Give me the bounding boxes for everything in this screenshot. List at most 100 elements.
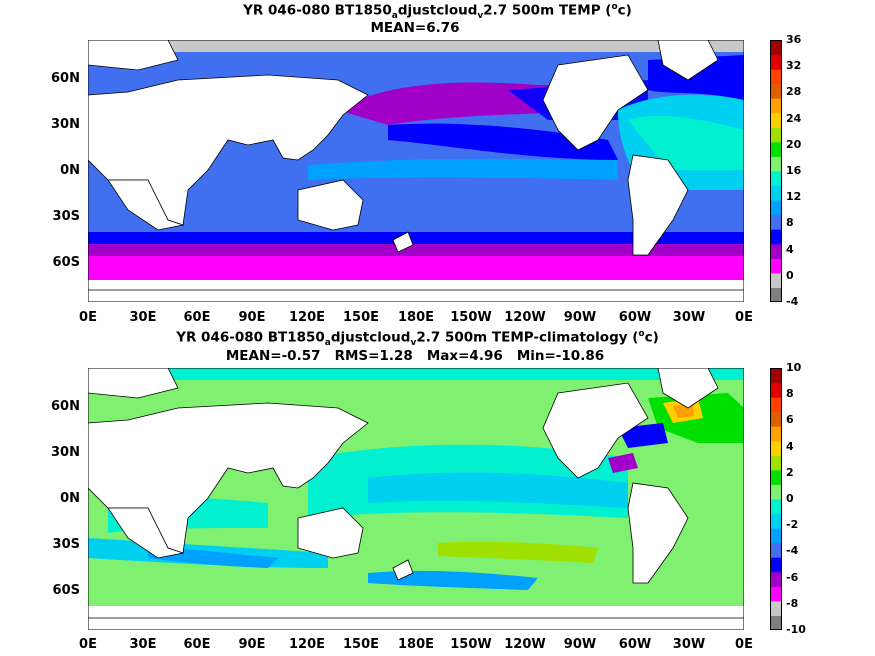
colorbar-segment [770, 571, 782, 587]
lon-label: 60W [618, 637, 652, 652]
lon-label: 90W [563, 637, 597, 652]
colorbar-segment [770, 469, 782, 485]
lat-label: 30S [52, 537, 80, 552]
lon-label: 0E [735, 310, 753, 325]
colorbar-tick-label: -2 [786, 518, 799, 532]
lon-label: 30E [129, 637, 157, 652]
colorbar-segment [770, 287, 782, 302]
lon-label: 0E [79, 637, 97, 652]
colorbar-segment [770, 368, 782, 384]
lon-label: 90E [238, 637, 266, 652]
lat-label: 60S [52, 255, 80, 270]
panel1-mean: MEAN=6.76 [370, 20, 460, 36]
colorbar-tick-label: 0 [786, 492, 794, 505]
colorbar-tick-label: 16 [786, 164, 802, 177]
lon-label: 60E [183, 310, 211, 325]
lon-label: 0E [79, 310, 97, 325]
panel2-colorbar [770, 368, 782, 630]
colorbar-segment [770, 171, 782, 187]
colorbar-segment [770, 426, 782, 442]
lon-label: 150W [450, 310, 492, 325]
colorbar-segment [770, 127, 782, 143]
colorbar-segment [770, 411, 782, 427]
colorbar-segment [770, 40, 782, 56]
colorbar-segment [770, 440, 782, 456]
lon-label: 150W [450, 637, 492, 652]
lon-label: 120E [288, 637, 326, 652]
colorbar-segment [770, 156, 782, 172]
colorbar-segment [770, 455, 782, 471]
colorbar-tick-label: -4 [786, 295, 799, 308]
lon-label: 120W [504, 637, 546, 652]
colorbar-tick-label: 0 [786, 268, 794, 282]
colorbar-segment [770, 528, 782, 544]
lon-label: 90W [563, 310, 597, 325]
lat-label: 30S [52, 209, 80, 224]
colorbar-segment [770, 141, 782, 157]
colorbar-tick-label: 20 [786, 137, 802, 151]
lon-label: 150E [342, 637, 380, 652]
panel2-title: YR 046-080 BT1850adjustcloudv2.7 500m TE… [176, 329, 659, 349]
colorbar-tick-label: 4 [786, 242, 794, 256]
colorbar-tick-label: 28 [786, 85, 802, 99]
colorbar-segment [770, 229, 782, 245]
colorbar-tick-label: 2 [786, 465, 794, 479]
panel1-map [88, 40, 744, 302]
colorbar-tick-label: 32 [786, 59, 802, 73]
colorbar-segment [770, 54, 782, 70]
colorbar-segment [770, 98, 782, 114]
colorbar-tick-label: 10 [786, 361, 802, 374]
colorbar-segment [770, 83, 782, 99]
colorbar-segment [770, 69, 782, 85]
lon-label: 120W [504, 310, 546, 325]
lon-label: 30W [672, 310, 706, 325]
colorbar-tick-label: -4 [786, 544, 799, 558]
colorbar-tick-label: 4 [786, 439, 794, 453]
colorbar-segment [770, 586, 782, 602]
lon-label: 60E [183, 637, 211, 652]
colorbar-segment [770, 542, 782, 558]
colorbar-segment [770, 185, 782, 201]
colorbar-segment [770, 397, 782, 413]
lon-label: 30E [129, 310, 157, 325]
colorbar-tick-label: 12 [786, 190, 802, 204]
lon-label: 60W [618, 310, 652, 325]
lon-label: 120E [288, 310, 326, 325]
colorbar-segment [770, 557, 782, 573]
lon-label: 180E [397, 310, 435, 325]
lat-label: 60N [51, 399, 80, 414]
colorbar-segment [770, 382, 782, 398]
colorbar-segment [770, 600, 782, 616]
colorbar-segment [770, 214, 782, 230]
lon-label: 150E [342, 310, 380, 325]
lat-label: 0N [60, 163, 80, 178]
panel2-stats: MEAN=-0.57 RMS=1.28 Max=4.96 Min=-10.86 [225, 348, 605, 364]
lat-label: 60N [51, 71, 80, 86]
lat-label: 30N [51, 445, 80, 460]
lat-label: 60S [52, 583, 80, 598]
lon-label: 180E [397, 637, 435, 652]
lon-label: 30W [672, 637, 706, 652]
lon-label: 90E [238, 310, 266, 325]
colorbar-segment [770, 200, 782, 216]
colorbar-tick-label: -8 [786, 596, 799, 610]
colorbar-tick-label: 8 [786, 216, 794, 230]
panel2-map [88, 368, 744, 630]
colorbar-tick-label: 6 [786, 413, 794, 427]
colorbar-segment [770, 112, 782, 128]
colorbar-segment [770, 615, 782, 630]
lat-label: 30N [51, 117, 80, 132]
panel1-colorbar [770, 40, 782, 302]
colorbar-tick-label: 8 [786, 387, 794, 401]
colorbar-tick-label: 24 [786, 111, 802, 125]
colorbar-tick-label: -10 [786, 623, 806, 636]
colorbar-segment [770, 272, 782, 288]
colorbar-segment [770, 258, 782, 274]
panel1-title: YR 046-080 BT1850adjustcloudv2.7 500m TE… [243, 2, 632, 22]
colorbar-tick-label: -6 [786, 570, 799, 584]
colorbar-segment [770, 243, 782, 259]
lat-label: 0N [60, 491, 80, 506]
colorbar-segment [770, 484, 782, 500]
colorbar-tick-label: 36 [786, 33, 802, 46]
lon-label: 0E [735, 637, 753, 652]
